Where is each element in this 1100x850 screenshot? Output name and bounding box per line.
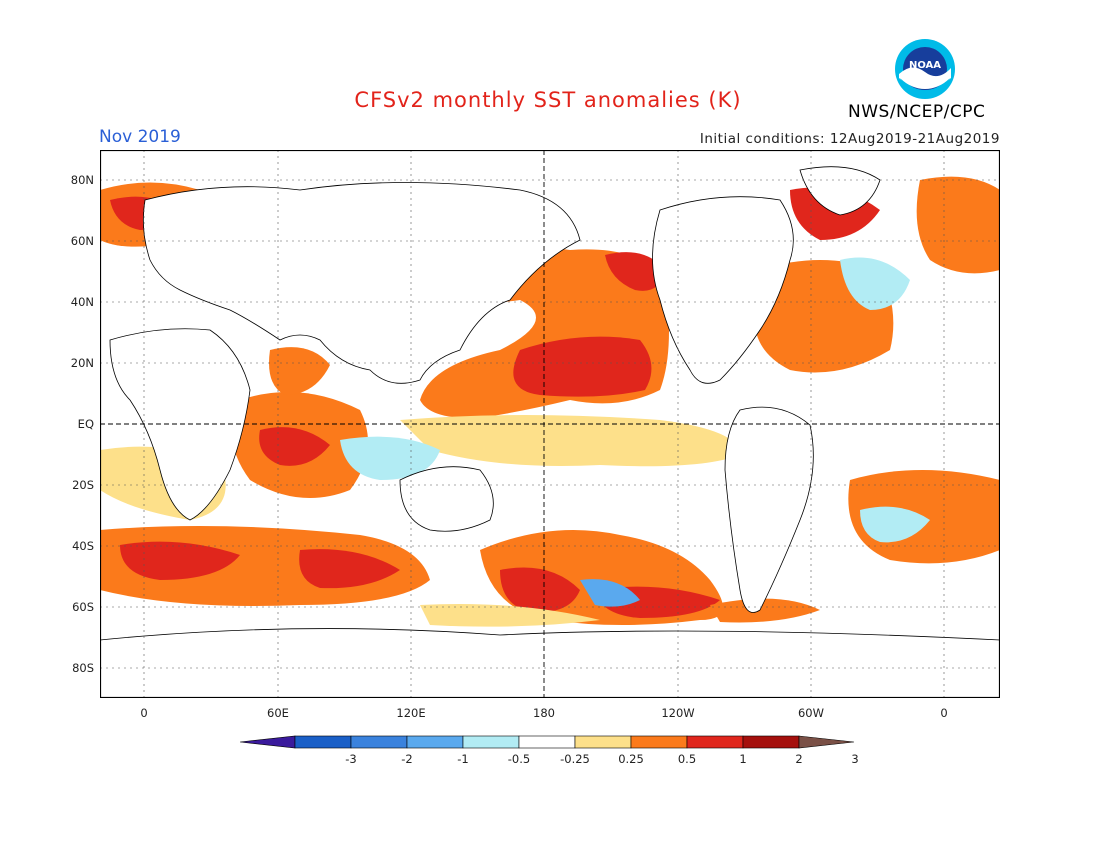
colorbar-cell [798, 735, 855, 749]
colorbar-cell [686, 735, 744, 749]
lat-label: 40S [72, 539, 94, 553]
agency-label: NWS/NCEP/CPC [848, 102, 986, 122]
colorbar-label: -3 [345, 752, 357, 766]
colorbar-label: -0.5 [507, 752, 531, 766]
lat-lon-grid [100, 150, 1000, 698]
colorbar-cell [518, 735, 576, 749]
colorbar-label: -0.25 [560, 752, 590, 766]
forecast-month: Nov 2019 [99, 127, 181, 147]
colorbar-label: -1 [457, 752, 469, 766]
colorbar-cell [406, 735, 464, 749]
noaa-logo: NOAA [895, 39, 955, 99]
colorbar-label: 0.5 [677, 752, 697, 766]
colorbar-cell [742, 735, 800, 749]
chart-title: CFSv2 monthly SST anomalies (K) [354, 88, 742, 112]
anomaly-shading [100, 176, 1000, 627]
colorbar-label: -2 [401, 752, 413, 766]
colorbar-cell [574, 735, 632, 749]
map-frame [100, 150, 1000, 698]
lon-label: 0 [140, 706, 148, 720]
colorbar [240, 735, 855, 749]
lon-label: 60E [267, 706, 289, 720]
lat-label: 80S [72, 661, 94, 675]
lon-label: 120E [396, 706, 426, 720]
colorbar-cell [630, 735, 688, 749]
initial-conditions: Initial conditions: 12Aug2019-21Aug2019 [699, 131, 1000, 147]
lon-label: 180 [533, 706, 555, 720]
lat-label: 80N [70, 173, 94, 187]
lat-label: 20N [70, 356, 94, 370]
colorbar-label: 0.25 [618, 752, 644, 766]
continents [100, 166, 1000, 698]
lat-label: 60N [70, 234, 94, 248]
lon-label: 120W [661, 706, 695, 720]
colorbar-label: 1 [739, 752, 747, 766]
colorbar-label: 2 [795, 752, 803, 766]
lat-label: EQ [77, 417, 94, 431]
lon-label: 60W [797, 706, 824, 720]
lat-label: 40N [70, 295, 94, 309]
lat-label: 60S [72, 600, 94, 614]
colorbar-cell [240, 735, 296, 749]
lat-label: 20S [72, 478, 94, 492]
logo-text: NOAA [909, 60, 941, 71]
lon-label: 0 [940, 706, 948, 720]
colorbar-cell [294, 735, 352, 749]
sst-anomaly-map [100, 150, 1000, 698]
colorbar-label: 3 [851, 752, 859, 766]
colorbar-cell [462, 735, 520, 749]
colorbar-cell [350, 735, 408, 749]
